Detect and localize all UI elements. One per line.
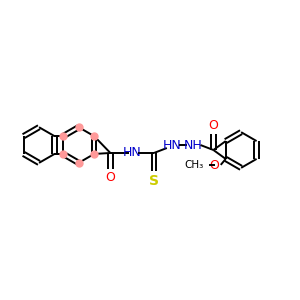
Text: CH₃: CH₃ xyxy=(185,160,204,170)
Text: O: O xyxy=(209,159,219,172)
Text: NH: NH xyxy=(184,139,203,152)
Text: S: S xyxy=(149,174,159,188)
Text: HN: HN xyxy=(162,139,181,152)
Text: HN: HN xyxy=(123,146,142,160)
Text: O: O xyxy=(105,171,115,184)
Text: O: O xyxy=(208,119,218,132)
